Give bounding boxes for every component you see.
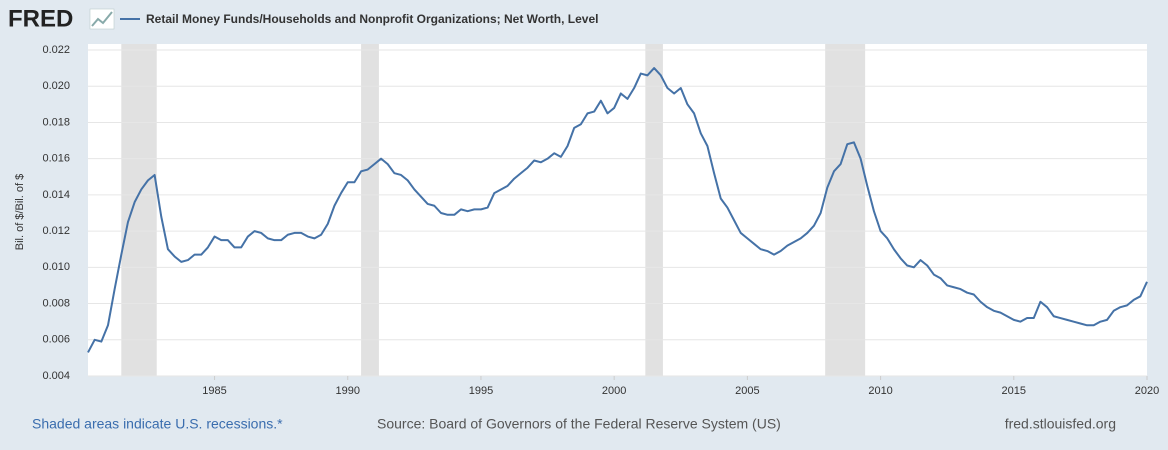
x-tick-label: 2000 [602,385,626,397]
y-tick-label: 0.014 [42,189,70,201]
logo: FRED [8,5,73,32]
recession-band [361,44,379,376]
y-axis-label: Bil. of $/Bil. of $ [14,174,26,250]
x-tick-label: 1985 [202,385,226,397]
recession-band [645,44,663,376]
legend-label: Retail Money Funds/Households and Nonpro… [146,12,598,26]
y-tick-label: 0.020 [42,80,70,92]
y-tick-label: 0.012 [42,225,70,237]
y-tick-label: 0.004 [42,370,70,382]
site: fred.stlouisfed.org [1005,416,1116,432]
y-tick-label: 0.008 [42,297,70,309]
plot-area [88,44,1147,376]
recession-band [825,44,866,376]
y-tick-label: 0.016 [42,153,70,165]
y-tick-label: 0.018 [42,116,70,128]
x-tick-label: 2015 [1002,385,1026,397]
recession-band [121,44,157,376]
x-tick-label: 2010 [868,385,892,397]
series-line [87,67,1148,353]
x-tick-label: 1990 [336,385,360,397]
x-tick-label: 2005 [735,385,759,397]
x-tick-label: 1995 [469,385,493,397]
y-tick-label: 0.010 [42,261,70,273]
y-tick-label: 0.022 [42,44,70,56]
y-tick-label: 0.006 [42,334,70,346]
x-tick-label: 2020 [1135,385,1159,397]
source: Source: Board of Governors of the Federa… [377,416,781,432]
recession-note[interactable]: Shaded areas indicate U.S. recessions.* [32,416,283,432]
logo-icon [89,8,115,30]
